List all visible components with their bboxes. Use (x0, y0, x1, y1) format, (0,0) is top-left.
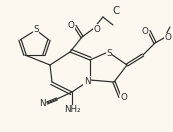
Text: C: C (112, 6, 120, 16)
Text: O: O (94, 25, 101, 34)
Text: S: S (33, 25, 39, 34)
Text: NH₂: NH₂ (64, 105, 80, 114)
Text: N: N (39, 98, 45, 107)
Text: N: N (84, 77, 90, 86)
Text: O: O (165, 34, 171, 43)
Text: O: O (68, 22, 74, 30)
Text: O: O (121, 93, 128, 102)
Text: O: O (142, 27, 148, 36)
Text: S: S (106, 48, 112, 58)
